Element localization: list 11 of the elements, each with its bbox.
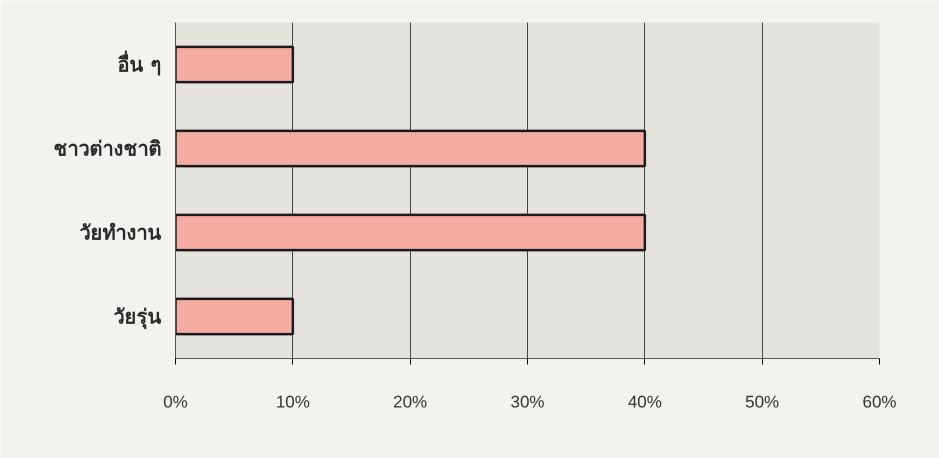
y-tick-label: ชาวต่างชาติ xyxy=(54,136,162,160)
y-tick-label: อื่น ๆ xyxy=(118,50,162,76)
y-tick-label: วัยรุ่น xyxy=(114,304,162,330)
x-tick-label: 60% xyxy=(862,392,897,412)
x-tick-label: 40% xyxy=(628,392,662,412)
x-tick-label: 30% xyxy=(510,392,545,412)
y-tick-label: วัยทำงาน xyxy=(80,220,162,244)
x-tick-label: 10% xyxy=(276,392,310,412)
x-tick-label: 50% xyxy=(745,392,780,412)
x-tick-label: 0% xyxy=(163,392,188,412)
x-tick-label: 20% xyxy=(393,392,428,412)
